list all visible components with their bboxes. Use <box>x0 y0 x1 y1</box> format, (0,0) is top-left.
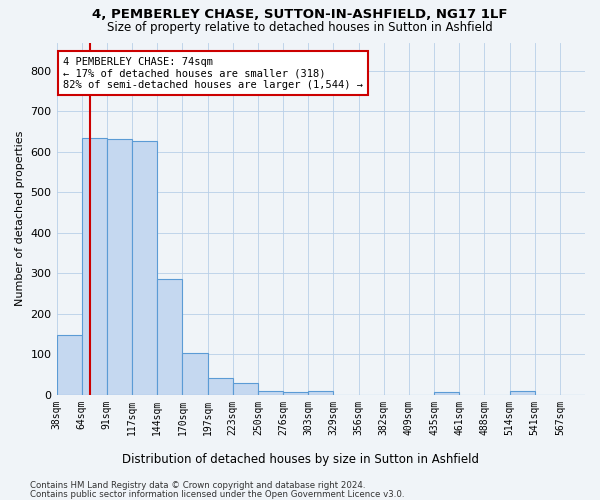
Bar <box>182 353 208 395</box>
Text: Contains public sector information licensed under the Open Government Licence v3: Contains public sector information licen… <box>30 490 404 499</box>
Bar <box>208 378 233 395</box>
Text: Size of property relative to detached houses in Sutton in Ashfield: Size of property relative to detached ho… <box>107 21 493 34</box>
Text: 4 PEMBERLEY CHASE: 74sqm
← 17% of detached houses are smaller (318)
82% of semi-: 4 PEMBERLEY CHASE: 74sqm ← 17% of detach… <box>63 56 363 90</box>
Bar <box>233 383 258 395</box>
Bar <box>258 391 283 395</box>
Bar <box>434 392 459 395</box>
Bar <box>56 335 82 395</box>
Bar <box>107 139 132 395</box>
Bar <box>308 391 334 395</box>
Text: Contains HM Land Registry data © Crown copyright and database right 2024.: Contains HM Land Registry data © Crown c… <box>30 481 365 490</box>
Y-axis label: Number of detached properties: Number of detached properties <box>15 131 25 306</box>
Text: Distribution of detached houses by size in Sutton in Ashfield: Distribution of detached houses by size … <box>121 452 479 466</box>
Text: 4, PEMBERLEY CHASE, SUTTON-IN-ASHFIELD, NG17 1LF: 4, PEMBERLEY CHASE, SUTTON-IN-ASHFIELD, … <box>92 8 508 20</box>
Bar <box>509 391 535 395</box>
Bar <box>82 138 107 395</box>
Bar <box>132 140 157 395</box>
Bar <box>157 279 182 395</box>
Bar <box>283 392 308 395</box>
